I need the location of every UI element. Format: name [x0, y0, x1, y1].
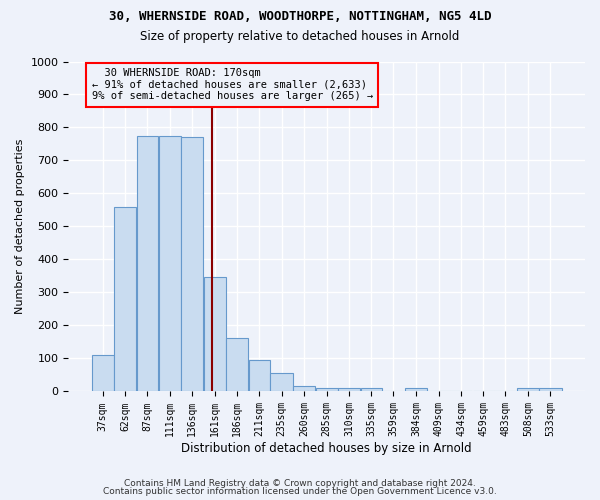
Bar [115, 208, 136, 392]
Bar [158, 136, 181, 392]
Bar [293, 386, 315, 392]
Bar [316, 388, 338, 392]
Bar [181, 138, 203, 392]
Text: Size of property relative to detached houses in Arnold: Size of property relative to detached ho… [140, 30, 460, 43]
X-axis label: Distribution of detached houses by size in Arnold: Distribution of detached houses by size … [181, 442, 472, 455]
Text: 30 WHERNSIDE ROAD: 170sqm  
← 91% of detached houses are smaller (2,633)
9% of s: 30 WHERNSIDE ROAD: 170sqm ← 91% of detac… [92, 68, 373, 102]
Bar [271, 374, 293, 392]
Bar [338, 388, 360, 392]
Text: 30, WHERNSIDE ROAD, WOODTHORPE, NOTTINGHAM, NG5 4LD: 30, WHERNSIDE ROAD, WOODTHORPE, NOTTINGH… [109, 10, 491, 23]
Text: Contains HM Land Registry data © Crown copyright and database right 2024.: Contains HM Land Registry data © Crown c… [124, 478, 476, 488]
Bar [203, 277, 226, 392]
Bar [539, 388, 562, 392]
Bar [226, 338, 248, 392]
Bar [361, 388, 382, 392]
Bar [405, 388, 427, 392]
Y-axis label: Number of detached properties: Number of detached properties [15, 139, 25, 314]
Bar [249, 360, 270, 392]
Bar [137, 136, 158, 392]
Bar [517, 388, 539, 392]
Text: Contains public sector information licensed under the Open Government Licence v3: Contains public sector information licen… [103, 487, 497, 496]
Bar [92, 354, 114, 392]
